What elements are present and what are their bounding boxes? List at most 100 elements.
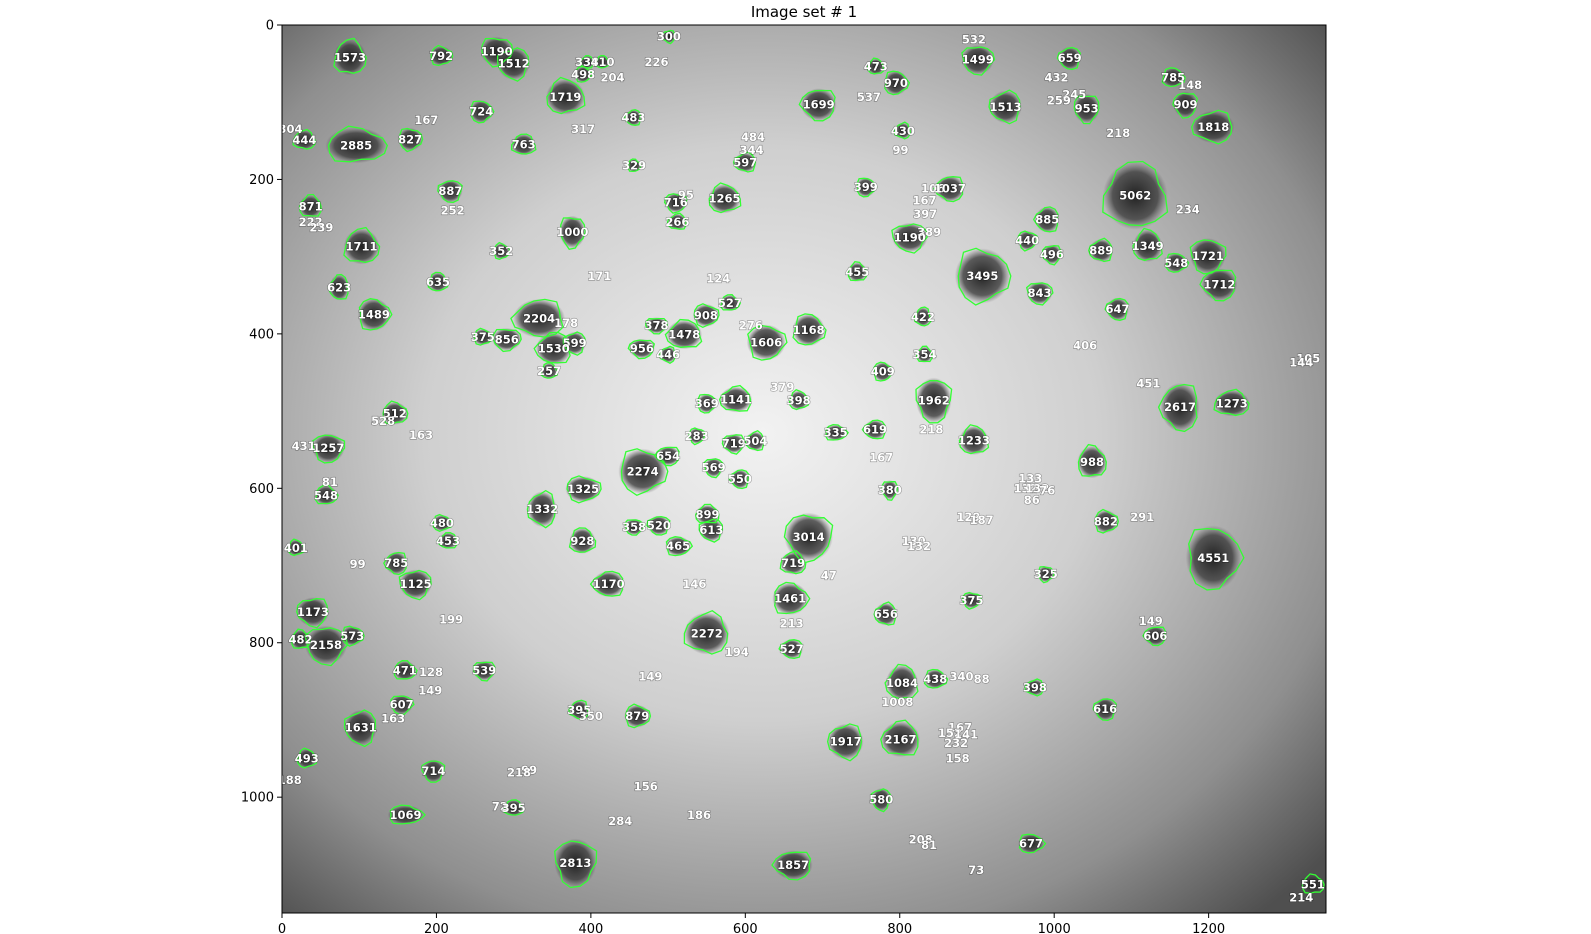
- cell-shadow: [287, 539, 305, 556]
- object-area-label: 889: [1089, 243, 1113, 257]
- cell-shadow: [719, 386, 753, 413]
- object-area-label: 291: [1130, 510, 1154, 524]
- object-area-label: 1962: [918, 393, 950, 407]
- object-area-label: 504: [743, 434, 767, 448]
- cell-contour: [314, 484, 339, 505]
- object-area-label: 167: [912, 193, 936, 207]
- cell-shadow: [722, 433, 746, 454]
- object-area-label: 1349: [1132, 239, 1164, 253]
- object-area-label: 2617: [1164, 400, 1196, 414]
- cell-shadow: [1025, 679, 1045, 696]
- cell-shadow: [961, 592, 982, 609]
- cell-shadow: [1213, 390, 1250, 417]
- x-axis: 0 200 400 600 800 1000 1200: [278, 913, 1225, 934]
- cell-contour: [432, 513, 453, 533]
- object-area-label: 1606: [750, 335, 782, 349]
- object-area-label: 1489: [358, 308, 390, 322]
- object-area-label: 208: [909, 833, 933, 847]
- object-area-label: 623: [327, 281, 351, 295]
- object-area-label: 389: [917, 225, 941, 239]
- object-area-label: 252: [441, 203, 465, 217]
- object-area-label: 335: [824, 426, 848, 440]
- object-area-label: 953: [1075, 101, 1099, 115]
- cell-shadow: [827, 723, 864, 760]
- cell-contour: [867, 57, 885, 75]
- object-area-label: 234: [1176, 203, 1200, 217]
- object-area-label: 619: [863, 423, 887, 437]
- object-area-label: 792: [429, 49, 453, 63]
- cell-shadow: [438, 532, 458, 549]
- cell-shadow: [592, 571, 625, 598]
- object-area-label: 99: [521, 763, 537, 777]
- cell-contour: [698, 518, 724, 543]
- cell-shadow: [881, 721, 920, 758]
- cell-contour: [988, 89, 1021, 125]
- cell-contour: [861, 419, 886, 440]
- cell-contour: [472, 661, 496, 682]
- object-area-label: 5062: [1119, 189, 1151, 203]
- object-area-label: 354: [912, 348, 936, 362]
- cell-shadow: [513, 298, 566, 338]
- cell-shadow: [293, 130, 316, 150]
- cell-contour: [870, 788, 892, 813]
- cell-contour: [589, 570, 624, 597]
- cell-shadow: [894, 122, 911, 139]
- object-area-label: 167: [414, 113, 438, 127]
- cell-contour: [1161, 67, 1186, 88]
- cell-contour: [663, 193, 688, 214]
- cell-contour: [771, 851, 812, 881]
- cell-shadow: [772, 582, 808, 615]
- cell-shadow: [708, 184, 741, 214]
- cell-contour: [595, 54, 610, 69]
- object-area-label: 4551: [1197, 551, 1229, 565]
- cell-shadow: [429, 46, 453, 66]
- object-area-label: 149: [1139, 614, 1163, 628]
- object-area-label: 141: [954, 728, 978, 742]
- cell-shadow: [1089, 239, 1114, 262]
- object-area-label: 149: [418, 684, 442, 698]
- object-area-label: 105: [1296, 352, 1320, 366]
- cell-shadow: [659, 346, 677, 363]
- object-area-label: 218: [1106, 126, 1130, 140]
- cell-contour: [510, 298, 564, 338]
- cell-contour: [1024, 678, 1045, 697]
- cell-shadow: [333, 39, 367, 76]
- cell-contour: [778, 639, 803, 660]
- cell-contour: [826, 723, 863, 762]
- object-area-label: 167: [948, 721, 972, 735]
- object-area-label: 95: [678, 188, 694, 202]
- cell-shadow: [692, 303, 719, 327]
- cell-shadow: [703, 457, 724, 478]
- cell-contour: [695, 503, 720, 524]
- cell-shadow: [874, 602, 898, 626]
- cell-shadow: [915, 377, 952, 423]
- cell-shadow: [387, 805, 424, 825]
- object-area-label: 527: [780, 642, 804, 656]
- cell-shadow: [989, 90, 1022, 124]
- cell-contour: [623, 109, 642, 126]
- object-area-label: 606: [1143, 629, 1167, 643]
- cell-shadow: [390, 694, 414, 715]
- object-area-label: 401: [284, 541, 308, 555]
- cell-contour: [873, 601, 897, 626]
- cell-shadow: [784, 512, 833, 562]
- cell-shadow: [788, 390, 809, 411]
- object-area-label: 81: [921, 838, 937, 852]
- object-area-label: 395: [567, 703, 591, 717]
- object-area-label: 528: [371, 414, 395, 428]
- cell-shadow: [1102, 161, 1168, 230]
- object-area-label: 106: [921, 182, 945, 196]
- cell-shadow: [314, 485, 338, 505]
- cell-contour: [653, 446, 680, 467]
- cell-contour: [884, 70, 911, 96]
- object-area-label: 132: [1014, 481, 1038, 495]
- cell-shadow: [344, 709, 377, 746]
- object-area-label: 1190: [481, 44, 513, 58]
- cell-contour: [915, 345, 933, 363]
- cell-contour: [390, 695, 415, 716]
- cell-shadow: [1201, 268, 1238, 301]
- x-tick-label: 0: [278, 922, 286, 934]
- cell-shadow: [1185, 525, 1241, 591]
- object-area-label: 1325: [567, 482, 599, 496]
- object-area-label: 213: [780, 616, 804, 630]
